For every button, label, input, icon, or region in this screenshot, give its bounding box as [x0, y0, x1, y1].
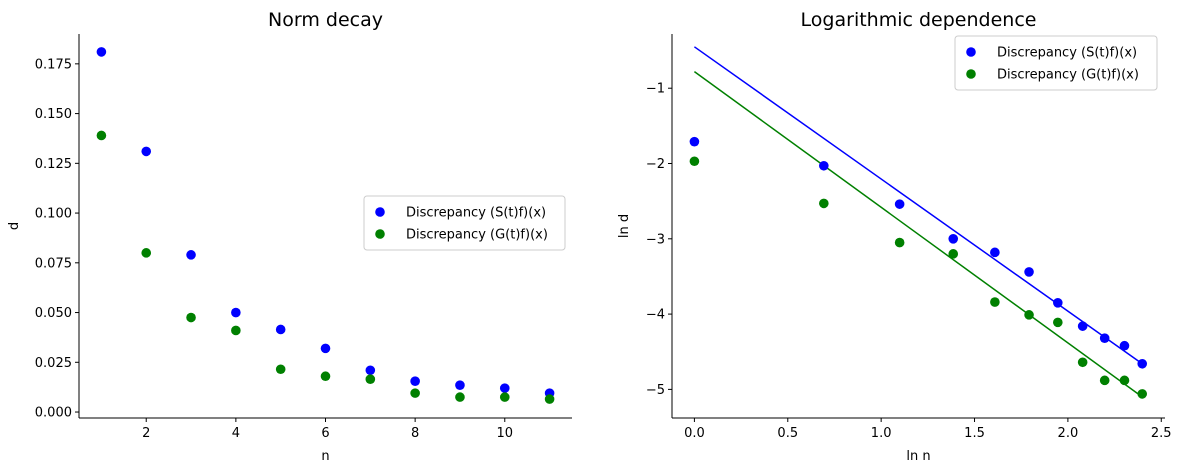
y-tick-label: 0.125	[35, 157, 72, 172]
y-tick-label: 0.175	[35, 57, 72, 72]
data-point	[990, 297, 1000, 307]
x-axis-label: n	[321, 449, 329, 464]
x-tick-label: 2.5	[1151, 426, 1172, 441]
legend-marker	[966, 69, 976, 79]
legend-marker	[375, 207, 385, 217]
data-point	[455, 380, 465, 390]
data-point	[186, 250, 196, 260]
x-tick-label: 8	[411, 426, 419, 441]
data-point	[186, 312, 196, 323]
y-tick-label: −1	[646, 82, 665, 97]
x-tick-label: 0.0	[684, 426, 705, 441]
data-point	[689, 136, 700, 147]
y-tick-label: 0.000	[35, 406, 72, 421]
data-point	[819, 198, 829, 209]
data-point	[320, 343, 331, 354]
y-axis-label: d	[7, 222, 22, 230]
chart-title: Logarithmic dependence	[801, 9, 1037, 31]
data-point	[1053, 298, 1063, 308]
x-tick-label: 2.0	[1058, 426, 1079, 441]
data-point	[1053, 317, 1063, 328]
data-point	[1077, 357, 1088, 368]
data-point	[365, 365, 376, 376]
data-point	[320, 371, 331, 382]
x-tick-label: 6	[321, 426, 329, 441]
data-point	[96, 130, 107, 141]
y-tick-label: −2	[646, 157, 665, 172]
fit-line	[693, 71, 1143, 398]
data-point	[499, 392, 510, 402]
legend-label: Discrepancy (G(t)f)(x)	[406, 228, 548, 243]
y-tick-label: −4	[646, 308, 665, 323]
data-point	[948, 234, 959, 244]
data-point	[894, 199, 905, 209]
data-point	[141, 248, 152, 258]
chart-title: Norm decay	[268, 9, 383, 31]
data-point	[1119, 375, 1130, 386]
x-tick-label: 1.0	[871, 426, 892, 441]
data-point	[544, 394, 555, 404]
data-point	[894, 237, 905, 248]
y-tick-label: 0.075	[35, 256, 72, 271]
data-point	[948, 249, 959, 259]
data-point	[1137, 389, 1148, 399]
x-tick-label: 4	[232, 426, 240, 441]
data-point	[365, 374, 376, 385]
legend: Discrepancy (S(t)f)(x) Discrepancy (G(t)f…	[363, 195, 566, 251]
data-point	[231, 307, 241, 318]
data-point	[990, 247, 1000, 258]
chart-1: Norm decay 2 4 6 8 10 0.000 0.025 0.050 0.075 0.10…	[7, 9, 572, 464]
data-point	[141, 146, 152, 157]
fit-line	[693, 46, 1143, 365]
x-axis-label: ln n	[906, 449, 930, 464]
y-axis-label: ln d	[617, 214, 632, 238]
chart-2: Logarithmic dependence 0.0 0.5 1.0 1.5 2.0 2.5…	[617, 9, 1172, 464]
data-point	[689, 156, 700, 167]
legend-label: Discrepancy (G(t)f)(x)	[997, 68, 1139, 83]
x-tick-label: 0.5	[777, 426, 798, 441]
y-tick-label: 0.025	[35, 356, 72, 371]
data-point	[1024, 310, 1034, 320]
data-point	[96, 47, 107, 57]
legend-frame	[363, 195, 566, 251]
legend-label: Discrepancy (S(t)f)(x)	[406, 206, 546, 221]
legend-marker	[375, 229, 385, 239]
data-point	[231, 325, 241, 336]
data-point	[410, 376, 420, 386]
data-point	[1099, 375, 1110, 386]
x-tick-label: 1.5	[964, 426, 985, 441]
y-tick-label: −5	[646, 383, 665, 398]
y-tick-label: 0.050	[35, 306, 72, 321]
y-tick-label: 0.100	[35, 207, 72, 222]
y-tick-label: 0.150	[35, 107, 72, 122]
legend-marker	[966, 47, 976, 57]
data-point	[1024, 267, 1034, 277]
y-tick-label: −3	[646, 232, 665, 247]
data-point	[1137, 358, 1148, 369]
data-point	[275, 324, 286, 335]
legend: Discrepancy (S(t)f)(x) Discrepancy (G(t)f…	[954, 35, 1158, 91]
legend-label: Discrepancy (S(t)f)(x)	[997, 46, 1137, 61]
x-tick-label: 10	[496, 426, 513, 441]
data-point	[499, 383, 510, 393]
data-point	[1077, 321, 1088, 331]
data-point	[275, 364, 286, 375]
data-point	[455, 392, 465, 402]
x-tick-label: 2	[142, 426, 150, 441]
legend-frame	[954, 35, 1158, 91]
data-point	[1119, 340, 1130, 351]
data-point	[410, 388, 420, 398]
data-point	[1099, 333, 1110, 343]
data-point	[819, 160, 829, 171]
